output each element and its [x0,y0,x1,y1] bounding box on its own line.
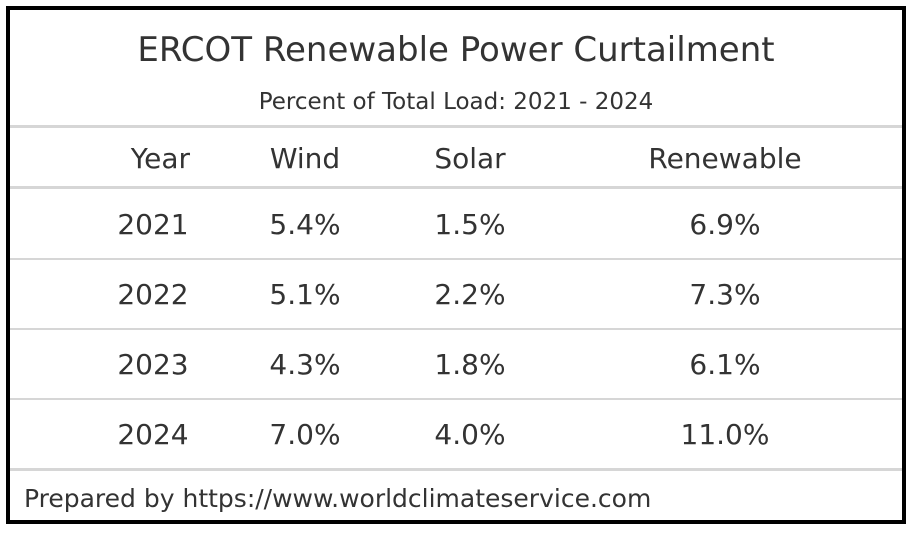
cell-renewable: 11.0% [680,417,770,451]
column-header-year: Year [130,141,190,175]
row-divider [10,328,902,330]
cell-wind: 5.4% [269,207,341,241]
header-row: Year Wind Solar Renewable [10,124,902,192]
footer-credit: Prepared by https://www.worldclimateserv… [24,484,652,513]
cell-renewable: 6.1% [689,347,761,381]
table-subtitle: Percent of Total Load: 2021 - 2024 [258,89,654,115]
cell-renewable: 7.3% [689,277,761,311]
cell-solar: 2.2% [434,277,506,311]
table-row: 2023 4.3% 1.8% 6.1% [10,330,902,398]
cell-year: 2021 [117,207,189,241]
table-title: ERCOT Renewable Power Curtailment [137,30,775,70]
row-divider [10,398,902,400]
table-frame: ERCOT Renewable Power Curtailment Percen… [6,6,906,524]
cell-wind: 5.1% [269,277,341,311]
column-header-solar: Solar [434,141,506,175]
row-divider [10,258,902,260]
cell-renewable: 6.9% [689,207,761,241]
cell-year: 2022 [117,277,189,311]
header-top-rule [10,125,902,128]
cell-solar: 1.5% [434,207,506,241]
cell-solar: 1.8% [434,347,506,381]
footer-rule [10,468,902,471]
cell-year: 2024 [117,417,189,451]
table-row: 2022 5.1% 2.2% 7.3% [10,260,902,328]
cell-year: 2023 [117,347,189,381]
header-bottom-rule [10,186,902,189]
cell-wind: 7.0% [269,417,341,451]
table-row: 2024 7.0% 4.0% 11.0% [10,400,902,468]
cell-wind: 4.3% [269,347,341,381]
column-header-renewable: Renewable [648,141,802,175]
table-row: 2021 5.4% 1.5% 6.9% [10,190,902,258]
cell-solar: 4.0% [434,417,506,451]
column-header-wind: Wind [269,141,341,175]
